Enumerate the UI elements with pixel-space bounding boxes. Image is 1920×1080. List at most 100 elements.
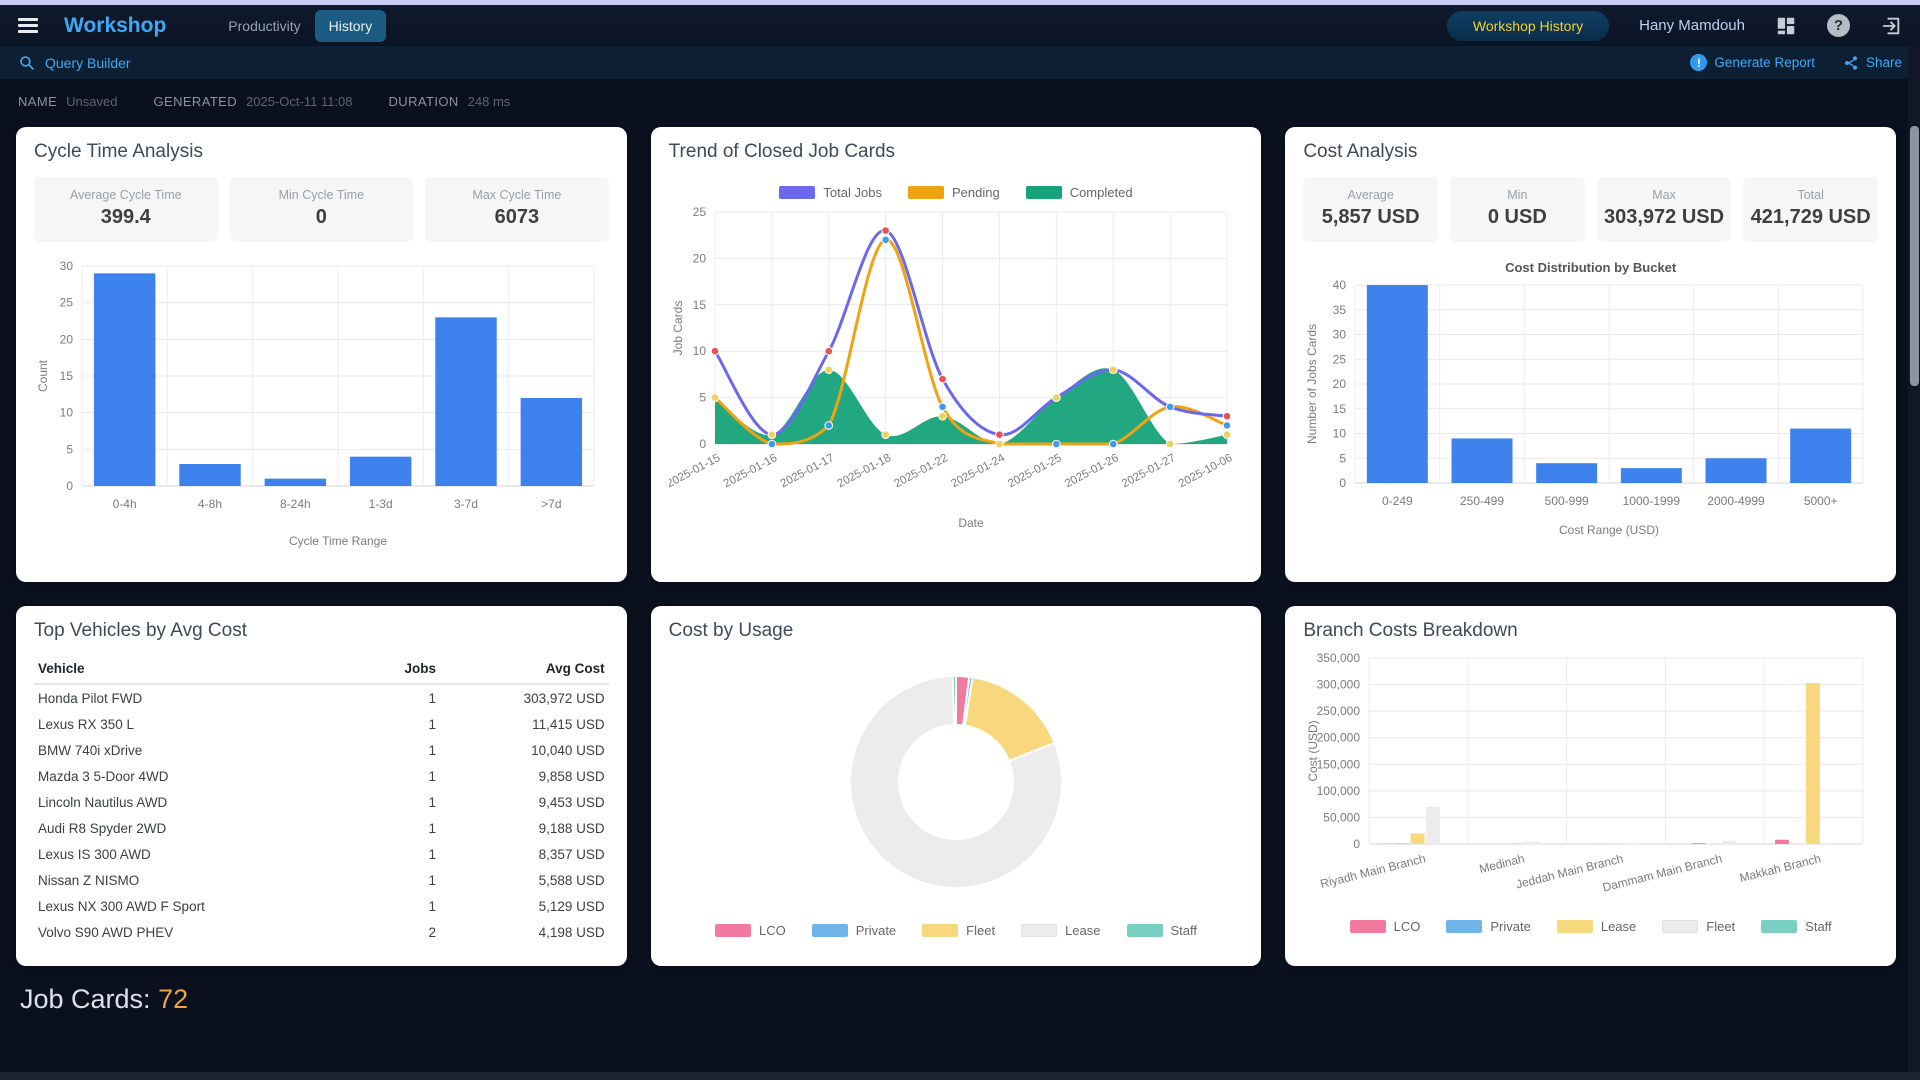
panel-cost: Cost Analysis Average 5,857 USD Min 0 USD Ma… bbox=[1285, 127, 1896, 582]
jobs-count: 1 bbox=[428, 820, 436, 836]
query-toolbar: Query Builder ! Generate Report Share bbox=[0, 46, 1920, 79]
hamburger-menu-icon[interactable] bbox=[18, 15, 38, 37]
vehicle-name: Lexus NX 300 AWD F Sport bbox=[38, 898, 205, 914]
avg-cost: 5,129 USD bbox=[538, 898, 605, 914]
jobs-count: 1 bbox=[428, 872, 436, 888]
legend-lco[interactable]: LCO bbox=[714, 923, 786, 938]
legend-staff[interactable]: Staff bbox=[1761, 919, 1832, 934]
jobs-count: 2 bbox=[428, 924, 436, 940]
share-icon bbox=[1843, 55, 1859, 71]
svg-text:Count: Count bbox=[36, 359, 50, 392]
svg-text:2025-01-18: 2025-01-18 bbox=[835, 452, 893, 490]
share-button[interactable]: Share bbox=[1843, 55, 1902, 71]
svg-text:15: 15 bbox=[60, 369, 74, 383]
svg-text:30: 30 bbox=[60, 259, 74, 273]
panel-cycle-time: Cycle Time Analysis Average Cycle Time 39… bbox=[16, 127, 627, 582]
legend-completed[interactable]: Completed bbox=[1025, 185, 1133, 200]
scrollbar-thumb[interactable] bbox=[1909, 126, 1919, 386]
svg-text:5: 5 bbox=[1340, 451, 1347, 465]
avg-cost: 11,415 USD bbox=[532, 716, 605, 732]
legend-label: Total Jobs bbox=[823, 185, 882, 200]
legend-pending[interactable]: Pending bbox=[907, 185, 1000, 200]
legend-label: Staff bbox=[1805, 919, 1832, 934]
vehicle-name: Volvo S90 AWD PHEV bbox=[38, 924, 174, 940]
legend-private[interactable]: Private bbox=[811, 923, 896, 938]
svg-text:8-24h: 8-24h bbox=[280, 497, 311, 511]
legend-label: Pending bbox=[951, 185, 1000, 200]
svg-text:50,000: 50,000 bbox=[1324, 810, 1361, 824]
svg-text:2025-01-26: 2025-01-26 bbox=[1063, 452, 1121, 490]
svg-text:15: 15 bbox=[692, 298, 706, 312]
legend-lco[interactable]: LCO bbox=[1349, 919, 1420, 934]
vehicle-name: Lexus IS 300 AWD bbox=[38, 846, 151, 862]
cost-stats: Average 5,857 USD Min 0 USD Max 303,972 USD To… bbox=[1303, 177, 1879, 242]
vehicle-name: Audi R8 Spyder 2WD bbox=[38, 820, 167, 836]
legend-swatch bbox=[779, 186, 816, 199]
apps-grid-icon[interactable] bbox=[1775, 15, 1797, 37]
table-row: Nissan Z NISMO 1 5,588 USD bbox=[34, 867, 609, 893]
svg-text:0: 0 bbox=[1354, 837, 1361, 851]
vehicle-name: BMW 740i xDrive bbox=[38, 742, 143, 758]
table-row: Honda Pilot FWD 1 303,972 USD bbox=[34, 684, 609, 711]
svg-text:Cycle Time Range: Cycle Time Range bbox=[289, 534, 387, 548]
tab-history[interactable]: History bbox=[314, 9, 387, 42]
svg-text:25: 25 bbox=[692, 205, 706, 219]
panel-title: Branch Costs Breakdown bbox=[1303, 620, 1518, 641]
workshop-history-button[interactable]: Workshop History bbox=[1446, 10, 1610, 41]
generate-report-button[interactable]: ! Generate Report bbox=[1690, 54, 1815, 71]
svg-text:250,000: 250,000 bbox=[1317, 704, 1361, 718]
cost-by-usage-donut[interactable] bbox=[669, 650, 1244, 917]
panel-title: Cost Analysis bbox=[1303, 141, 1418, 162]
query-builder-button[interactable]: Query Builder bbox=[45, 54, 131, 71]
stat-label: Average Cycle Time bbox=[69, 188, 182, 202]
svg-text:30: 30 bbox=[1333, 328, 1347, 342]
stat-label: Average bbox=[1347, 188, 1394, 202]
logout-icon[interactable] bbox=[1880, 15, 1902, 37]
legend-swatch bbox=[811, 924, 848, 937]
legend-label: Private bbox=[1490, 919, 1531, 934]
search-icon bbox=[18, 54, 35, 71]
user-name[interactable]: Hany Mamdouh bbox=[1639, 17, 1745, 34]
svg-text:500-999: 500-999 bbox=[1545, 494, 1589, 508]
legend-fleet[interactable]: Fleet bbox=[1662, 919, 1735, 934]
panel-usage: Cost by Usage LCO Private Fleet Lease Staff bbox=[650, 606, 1262, 966]
jobs-count: 1 bbox=[428, 742, 436, 758]
svg-text:1-3d: 1-3d bbox=[369, 497, 393, 511]
svg-text:10: 10 bbox=[1333, 427, 1347, 441]
legend-label: Completed bbox=[1069, 185, 1133, 200]
help-icon[interactable]: ? bbox=[1827, 14, 1850, 37]
svg-text:25: 25 bbox=[60, 296, 74, 310]
svg-text:35: 35 bbox=[1333, 303, 1347, 317]
legend-total-jobs[interactable]: Total Jobs bbox=[779, 185, 882, 200]
svg-text:2000-4999: 2000-4999 bbox=[1708, 494, 1766, 508]
tab-productivity[interactable]: Productivity bbox=[228, 17, 301, 34]
svg-text:3-7d: 3-7d bbox=[454, 497, 478, 511]
svg-text:2025-01-27: 2025-01-27 bbox=[1120, 452, 1178, 490]
svg-text:0-249: 0-249 bbox=[1382, 494, 1413, 508]
legend-private[interactable]: Private bbox=[1446, 919, 1531, 934]
cost-distribution-chart[interactable]: 0 5 10 15 20 25 30 35 40 0-249 250-499 500-999 1000-… bbox=[1303, 277, 1878, 544]
legend-fleet[interactable]: Fleet bbox=[922, 923, 995, 938]
generated-label: GENERATED bbox=[153, 94, 238, 109]
avg-cost: 8,357 USD bbox=[538, 846, 605, 862]
table-row: Audi R8 Spyder 2WD 1 9,188 USD bbox=[34, 815, 609, 841]
legend-lease[interactable]: Lease bbox=[1021, 923, 1101, 938]
legend-staff[interactable]: Staff bbox=[1126, 923, 1197, 938]
cycle-time-chart[interactable]: 0 5 10 15 20 25 30 0-4h 4-8h 8-24h 1-3d 3-7d >7d Coun… bbox=[34, 250, 609, 555]
branch-costs-chart[interactable]: 0 50,000 100,000 150,000 200,000 250,000 300,0… bbox=[1303, 646, 1878, 919]
vehicle-name: Nissan Z NISMO bbox=[38, 872, 140, 888]
table-row: Lexus IS 300 AWD 1 8,357 USD bbox=[34, 841, 609, 867]
svg-text:Riyadh Main Branch: Riyadh Main Branch bbox=[1319, 851, 1427, 891]
stat-value: 421,729 USD bbox=[1750, 206, 1871, 228]
svg-text:15: 15 bbox=[1333, 402, 1347, 416]
duration-value: 248 ms bbox=[467, 94, 511, 109]
stat-total: Total 421,729 USD bbox=[1743, 177, 1879, 242]
trend-chart[interactable]: 0 5 10 15 20 25 2025-01-15 2025-01-16 2025-01-17… bbox=[664, 202, 1244, 537]
generate-report-label: Generate Report bbox=[1714, 55, 1815, 70]
svg-text:2025-01-16: 2025-01-16 bbox=[721, 452, 779, 490]
page-scrollbar[interactable] bbox=[1908, 46, 1920, 1080]
panel-vehicles: Top Vehicles by Avg Cost Vehicle Jobs Avg … bbox=[16, 606, 627, 966]
legend-lease[interactable]: Lease bbox=[1556, 919, 1636, 934]
svg-text:10: 10 bbox=[692, 344, 706, 358]
table-row: Mazda 3 5-Door 4WD 1 9,858 USD bbox=[34, 763, 609, 789]
